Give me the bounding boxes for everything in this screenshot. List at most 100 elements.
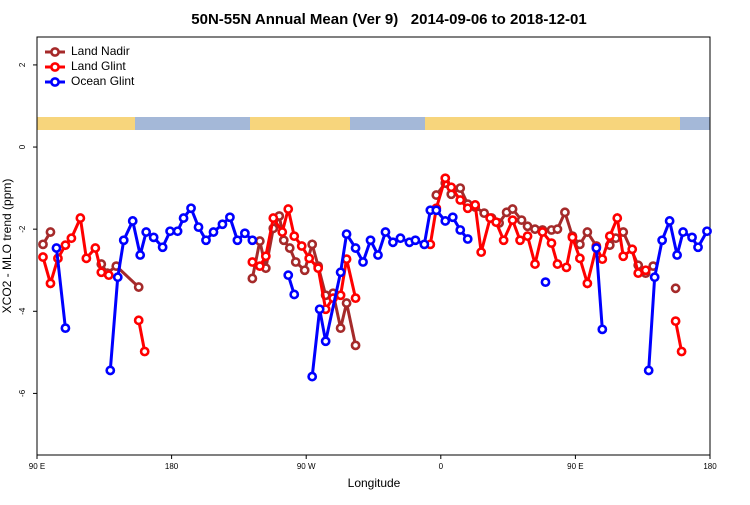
- data-point: [440, 173, 451, 184]
- data-point: [335, 290, 346, 301]
- data-point: [567, 232, 578, 243]
- data-point: [283, 204, 294, 214]
- chart-title: 50N-55N Annual Mean (Ver 9) 2014-09-06 t…: [191, 11, 586, 28]
- x-tick-label: 90 E: [567, 462, 583, 471]
- data-point: [157, 242, 168, 253]
- data-point: [247, 257, 258, 267]
- data-point: [304, 253, 315, 264]
- legend-marker: [50, 62, 60, 72]
- data-point: [350, 243, 361, 253]
- data-point: [470, 200, 481, 210]
- data-point: [127, 216, 138, 226]
- data-point: [314, 304, 325, 315]
- data-point: [172, 226, 183, 237]
- legend-marker: [50, 77, 60, 87]
- data-point: [139, 346, 150, 357]
- data-point: [278, 235, 289, 246]
- data-point: [38, 252, 48, 262]
- legend-label: Land Glint: [71, 59, 126, 73]
- data-point: [515, 235, 525, 246]
- data-point: [45, 227, 56, 237]
- data-point: [522, 231, 533, 242]
- data-point: [561, 262, 572, 273]
- legend-label: Ocean Glint: [71, 74, 135, 88]
- data-point: [552, 259, 563, 269]
- data-point: [290, 257, 301, 267]
- data-point: [201, 235, 211, 246]
- data-point: [455, 195, 466, 205]
- data-point: [307, 371, 318, 382]
- data-point: [178, 213, 189, 223]
- data-point: [45, 278, 56, 289]
- data-point: [476, 247, 487, 258]
- data-point: [597, 254, 608, 265]
- data-point: [670, 316, 681, 327]
- data-point: [133, 315, 144, 326]
- data-point: [574, 253, 585, 264]
- data-point: [141, 227, 152, 237]
- data-point: [498, 235, 509, 246]
- data-point: [335, 323, 346, 334]
- data-point: [60, 323, 71, 334]
- data-point: [60, 240, 71, 251]
- data-point: [103, 270, 114, 281]
- data-point: [618, 251, 629, 262]
- data-point: [479, 208, 490, 219]
- data-point: [455, 183, 466, 194]
- data-point: [296, 241, 307, 251]
- data-point: [627, 244, 638, 255]
- plot-frame: [36, 36, 711, 456]
- data-point: [380, 227, 391, 237]
- data-point: [693, 242, 703, 253]
- data-point: [148, 232, 159, 243]
- data-point: [75, 213, 86, 223]
- y-tick-label: 2: [18, 62, 27, 67]
- data-point: [341, 229, 352, 239]
- data-point: [591, 243, 602, 253]
- data-point: [455, 225, 466, 235]
- data-point: [225, 212, 235, 223]
- land-ocean-strip: [37, 117, 710, 130]
- data-point: [676, 346, 687, 357]
- x-axis-label: Longitude: [348, 476, 401, 490]
- data-point: [702, 226, 712, 237]
- data-point: [232, 235, 243, 246]
- x-tick-label: 180: [703, 462, 717, 471]
- data-point: [299, 265, 310, 276]
- data-point: [540, 277, 551, 288]
- data-point: [289, 231, 300, 242]
- data-point: [516, 215, 527, 226]
- data-point: [582, 278, 593, 289]
- data-point: [81, 253, 92, 264]
- data-point: [307, 239, 318, 250]
- data-point: [260, 251, 271, 262]
- data-point: [678, 227, 688, 237]
- legend-label: Land Nadir: [71, 44, 130, 58]
- x-tick-label: 180: [165, 462, 179, 471]
- data-point: [341, 298, 352, 308]
- data-point: [560, 207, 570, 218]
- data-point: [208, 227, 219, 237]
- data-point: [283, 270, 294, 281]
- data-point: [537, 227, 548, 237]
- data-point: [657, 235, 668, 246]
- data-point: [268, 213, 279, 223]
- data-point: [105, 365, 116, 376]
- data-point: [193, 222, 204, 233]
- data-point: [440, 216, 451, 226]
- data-point: [118, 235, 129, 246]
- data-point: [289, 289, 300, 300]
- data-point: [38, 239, 48, 250]
- data-point: [395, 233, 406, 244]
- x-tick-label: 90 E: [29, 462, 45, 471]
- data-point: [66, 233, 77, 244]
- data-point: [335, 267, 346, 278]
- data-point: [51, 243, 62, 253]
- x-tick-label: 90 W: [297, 462, 316, 471]
- data-point: [373, 250, 383, 260]
- data-point: [239, 228, 250, 239]
- y-tick-label: -2: [18, 225, 27, 233]
- data-point: [313, 263, 324, 274]
